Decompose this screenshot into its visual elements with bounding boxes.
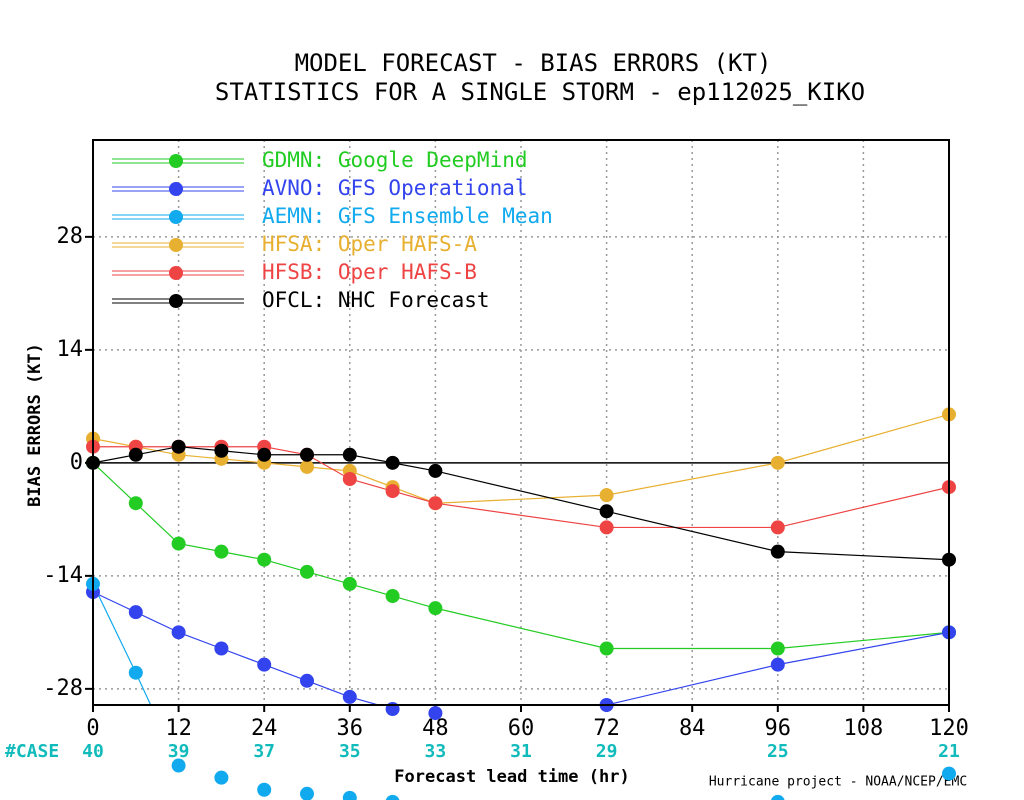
data-point xyxy=(428,463,443,478)
data-point xyxy=(128,665,143,680)
x-tick-label: 108 xyxy=(844,716,884,741)
case-count: 39 xyxy=(168,741,190,762)
data-point xyxy=(300,673,314,688)
data-point xyxy=(171,758,186,773)
y-tick-label: 28 xyxy=(57,224,84,249)
x-tick-label: 120 xyxy=(929,716,969,741)
x-tick-label: 84 xyxy=(679,716,706,741)
data-point xyxy=(257,782,272,797)
data-point xyxy=(214,443,229,458)
chart-title: MODEL FORECAST - BIAS ERRORS (KT) xyxy=(295,49,772,77)
data-point xyxy=(342,472,357,486)
data-point xyxy=(128,447,143,462)
x-tick-label: 96 xyxy=(765,716,792,741)
data-point xyxy=(770,520,785,535)
case-count: 35 xyxy=(339,741,361,762)
x-axis-label: Forecast lead time (hr) xyxy=(394,767,629,787)
data-point xyxy=(599,520,614,535)
data-point xyxy=(385,455,400,470)
legend-label: OFCL: NHC Forecast xyxy=(262,288,490,312)
data-point xyxy=(599,488,614,503)
data-point xyxy=(599,641,614,656)
data-point xyxy=(257,657,272,672)
data-point xyxy=(214,770,229,785)
data-point xyxy=(385,794,400,800)
legend-label: AEMN: GFS Ensemble Mean xyxy=(262,204,553,228)
y-tick-label: 0 xyxy=(70,450,83,475)
x-tick-label: 48 xyxy=(422,716,449,741)
case-label: #CASE xyxy=(5,741,59,762)
legend-label: HFSB: Oper HAFS-B xyxy=(262,260,477,284)
legend-marker xyxy=(169,182,183,196)
x-tick-label: 12 xyxy=(165,716,192,741)
data-point xyxy=(171,625,186,640)
data-point xyxy=(771,794,785,800)
data-point xyxy=(942,766,956,781)
data-point xyxy=(342,576,357,591)
data-point xyxy=(342,689,357,704)
data-point xyxy=(300,459,314,474)
footer: Hurricane project - NOAA/NCEP/EMC xyxy=(709,775,967,790)
y-tick-label: -28 xyxy=(43,676,83,701)
data-point xyxy=(257,447,272,462)
legend-marker xyxy=(169,238,183,252)
case-count: 21 xyxy=(938,741,960,762)
plot-frame xyxy=(92,139,950,706)
legend-label: HFSA: Oper HAFS-A xyxy=(262,232,477,256)
series-line xyxy=(93,462,949,650)
data-point xyxy=(257,552,272,567)
data-point xyxy=(214,641,229,656)
series-line xyxy=(93,446,949,529)
series-line xyxy=(93,446,949,561)
data-point xyxy=(171,536,186,551)
legend-label: GDMN: Google DeepMind xyxy=(262,148,528,172)
data-point xyxy=(342,790,357,800)
legend-marker xyxy=(169,210,183,224)
data-point xyxy=(385,589,400,604)
y-tick-label: 14 xyxy=(57,337,84,362)
legend-marker xyxy=(169,294,183,308)
data-point xyxy=(428,496,443,511)
x-tick-label: 24 xyxy=(251,716,278,741)
data-point xyxy=(770,455,785,470)
data-point xyxy=(214,544,229,559)
data-point xyxy=(128,605,143,620)
x-tick-label: 60 xyxy=(508,716,535,741)
data-point xyxy=(300,564,314,579)
data-point xyxy=(385,484,400,499)
data-point xyxy=(300,786,314,800)
y-tick-label: -14 xyxy=(43,563,83,588)
series-line xyxy=(93,413,949,504)
data-point xyxy=(428,706,443,721)
case-count: 25 xyxy=(767,741,789,762)
case-count: 31 xyxy=(510,741,532,762)
legend-marker xyxy=(169,154,183,168)
case-count: 29 xyxy=(596,741,618,762)
chart-subtitle: STATISTICS FOR A SINGLE STORM - ep112025… xyxy=(215,78,865,106)
y-axis-label: BIAS ERRORS (KT) xyxy=(25,343,45,507)
data-point xyxy=(770,657,785,672)
data-point xyxy=(428,601,443,616)
x-tick-label: 72 xyxy=(593,716,620,741)
data-point xyxy=(128,496,143,511)
data-point xyxy=(770,641,785,656)
case-count: 40 xyxy=(82,741,104,762)
case-count: 37 xyxy=(253,741,275,762)
series-line xyxy=(93,583,152,705)
legend-label: AVNO: GFS Operational xyxy=(262,176,528,200)
data-point xyxy=(342,447,357,462)
x-tick-label: 0 xyxy=(86,716,99,741)
legend-marker xyxy=(169,266,183,280)
series-line xyxy=(93,591,949,705)
data-point xyxy=(770,544,785,559)
data-point xyxy=(300,447,314,462)
data-point xyxy=(171,439,186,454)
data-point xyxy=(599,504,614,519)
case-count: 33 xyxy=(425,741,447,762)
x-tick-label: 36 xyxy=(337,716,364,741)
